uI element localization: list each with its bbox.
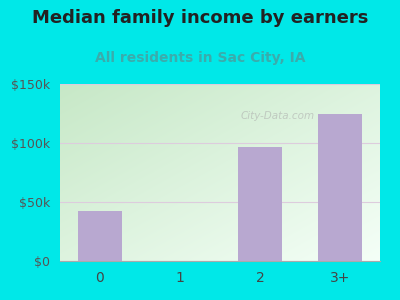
- Text: Median family income by earners: Median family income by earners: [32, 9, 368, 27]
- Bar: [78, 212, 122, 261]
- Text: City-Data.com: City-Data.com: [240, 111, 315, 121]
- Bar: [318, 113, 362, 261]
- Text: All residents in Sac City, IA: All residents in Sac City, IA: [95, 51, 305, 65]
- Bar: [238, 146, 282, 261]
